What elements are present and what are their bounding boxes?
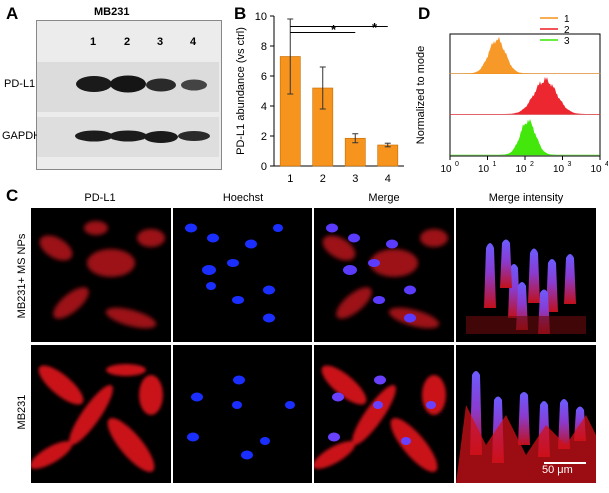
legend-entry: 1 — [564, 14, 570, 25]
column-title: Hoechst — [222, 192, 264, 204]
panel-letter-b: B — [234, 4, 247, 23]
y-tick-label: 6 — [261, 71, 267, 83]
micrograph-hoechst-treated — [173, 208, 312, 342]
bar-chart: 0 2 4 6 8 10 PD-L1 abundance (vs ctrl) 1 2 3 4 — [235, 11, 404, 183]
panel-letter-a: A — [6, 4, 19, 23]
blot-bands — [37, 62, 219, 157]
scale-bar-label: 50 μm — [542, 464, 573, 476]
histogram-series — [449, 37, 601, 74]
x-tick-label: 2 — [320, 173, 326, 183]
x-tick-label: 10 — [515, 164, 527, 175]
y-axis-label: Normalized to mode — [415, 46, 427, 144]
x-tick-exponent: 3 — [568, 161, 572, 168]
histogram-series — [449, 76, 601, 115]
row-label: MB231+ MS NPs — [16, 233, 28, 319]
scale-bar — [544, 462, 586, 464]
micrograph-intensity-treated — [456, 208, 596, 342]
y-tick-label: 2 — [261, 131, 267, 143]
micrograph-pd-l1-control — [31, 345, 171, 483]
y-axis-label: PD-L1 abundance (vs ctrl) — [235, 27, 247, 155]
significance-mark: * — [372, 20, 378, 35]
x-tick-label: 1 — [287, 173, 293, 183]
x-tick-exponent: 2 — [530, 161, 534, 168]
pd-l1-band — [110, 75, 146, 93]
significance-mark: * — [331, 22, 337, 37]
y-tick-label: 10 — [255, 11, 267, 23]
x-tick-label: 3 — [352, 173, 358, 183]
lane-label: 2 — [124, 36, 131, 48]
band-label-pd-l1: PD-L1 — [4, 78, 36, 90]
pd-l1-band — [181, 79, 207, 91]
x-tick-exponent: 4 — [605, 161, 608, 168]
gapdh-band — [178, 131, 210, 141]
x-tick-label: 4 — [385, 173, 391, 183]
lane-label: 4 — [190, 36, 197, 48]
cell-line-label: MB231 — [94, 6, 130, 18]
band-label-gapdh: GAPDH — [2, 130, 42, 142]
gapdh-band — [75, 130, 113, 142]
x-tick-label: 10 — [440, 164, 452, 175]
histogram-series — [450, 118, 600, 156]
bar — [377, 144, 399, 167]
column-title: PD-L1 — [84, 192, 116, 204]
row-label: MB231 — [16, 394, 28, 430]
y-tick-label: 0 — [261, 161, 267, 173]
gapdh-band — [144, 131, 178, 143]
western-blot: 1 2 3 4 PD-L1 GAPDH — [2, 20, 222, 170]
x-tick-label: 10 — [553, 164, 565, 175]
panel-letter-c: C — [6, 186, 19, 205]
x-tick-label: 10 — [590, 164, 602, 175]
micrograph-pd-l1-treated — [31, 208, 171, 342]
micrograph-hoechst-control — [173, 345, 312, 483]
micrograph-merge-control — [314, 345, 454, 483]
lane-label: 3 — [157, 36, 164, 48]
pd-l1-band — [146, 78, 176, 92]
legend-entry: 2 — [564, 25, 570, 36]
x-tick-label: 10 — [478, 164, 490, 175]
y-tick-label: 8 — [261, 41, 267, 53]
micrograph-intensity-control: 50 μm — [456, 345, 596, 483]
column-title: Merge — [368, 192, 400, 204]
gapdh-band — [109, 130, 147, 142]
panel-letter-d: D — [418, 4, 431, 23]
pd-l1-band — [76, 76, 112, 92]
x-tick-exponent: 0 — [455, 161, 459, 168]
legend-entry: 3 — [564, 36, 570, 47]
x-tick-exponent: 1 — [493, 161, 497, 168]
micrograph-merge-treated — [314, 208, 454, 342]
lane-label: 1 — [90, 36, 97, 48]
column-title: Merge intensity — [488, 192, 564, 204]
y-tick-label: 4 — [261, 101, 267, 113]
